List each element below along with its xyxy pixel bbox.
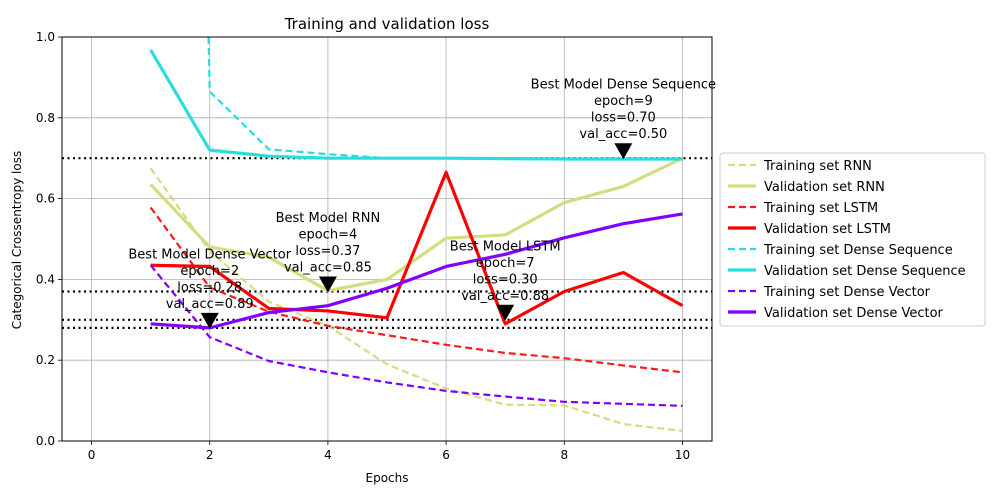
y-tick-label: 0.0 bbox=[36, 434, 55, 448]
series-line bbox=[149, 49, 683, 161]
annotation-arrow-icon bbox=[318, 276, 337, 293]
annotation-text: val_acc=0.88 bbox=[461, 289, 549, 304]
x-tick-label: 6 bbox=[442, 448, 450, 462]
annotation-text: epoch=7 bbox=[476, 256, 535, 271]
annotation-text: val_acc=0.50 bbox=[579, 127, 667, 142]
x-tick-label: 10 bbox=[675, 448, 690, 462]
annotation-arrow-icon bbox=[614, 143, 633, 160]
y-tick-label: 1.0 bbox=[36, 30, 55, 44]
legend-label: Validation set Dense Vector bbox=[764, 306, 944, 321]
axes-frame bbox=[61, 36, 713, 442]
series-line bbox=[150, 212, 683, 330]
annotation-text: Best Model Dense Sequence bbox=[531, 78, 716, 93]
legend-label: Validation set RNN bbox=[764, 180, 885, 195]
y-tick-label: 0.6 bbox=[36, 192, 55, 206]
series-line bbox=[149, 156, 684, 293]
annotation-text: Best Model Dense Vector bbox=[128, 247, 291, 262]
series-line bbox=[149, 167, 683, 432]
y-tick-label: 0.8 bbox=[36, 111, 55, 125]
annotation-arrow-icon bbox=[496, 304, 515, 321]
annotation-text: epoch=4 bbox=[299, 228, 358, 243]
plot-area: 0 2 4 6 8 10 0.0 0.2 0.4 0.6 0.8 1.0 Best Model Dens… bbox=[36, 30, 716, 462]
annotation-arrow-icon bbox=[200, 312, 219, 329]
legend-box bbox=[719, 152, 986, 327]
legend-label: Validation set LSTM bbox=[764, 222, 891, 237]
y-tick-label: 0.2 bbox=[36, 353, 55, 367]
x-tick-label: 0 bbox=[88, 448, 96, 462]
series-line bbox=[149, 264, 683, 407]
series-line bbox=[150, 170, 684, 326]
y-tick-label: 0.4 bbox=[36, 272, 55, 286]
legend-label: Training set Dense Sequence bbox=[763, 243, 953, 258]
legend: Training set RNN Validation set RNN Traini… bbox=[719, 152, 986, 327]
annotation-text: Best Model RNN bbox=[276, 211, 381, 226]
x-tick-label: 2 bbox=[206, 448, 214, 462]
y-axis-label: Categorical Crossentropy loss bbox=[10, 151, 24, 329]
x-axis-label: Epochs bbox=[366, 471, 409, 485]
x-tick-label: 4 bbox=[324, 448, 332, 462]
legend-label: Validation set Dense Sequence bbox=[764, 264, 966, 279]
annotation-text: loss=0.30 bbox=[473, 272, 538, 287]
legend-label: Training set RNN bbox=[763, 159, 872, 174]
legend-label: Training set LSTM bbox=[763, 201, 878, 216]
annotation-text: loss=0.28 bbox=[177, 280, 242, 295]
annotation-text: loss=0.70 bbox=[591, 111, 656, 126]
x-tick-label: 8 bbox=[560, 448, 568, 462]
series-group bbox=[149, 37, 684, 432]
annotation-text: epoch=9 bbox=[594, 94, 653, 109]
series-line bbox=[149, 206, 683, 374]
annotation-text: Best Model LSTM bbox=[450, 239, 561, 254]
annotation-text: val_acc=0.89 bbox=[166, 297, 254, 312]
legend-label: Training set Dense Vector bbox=[763, 285, 931, 300]
annotation-text: epoch=2 bbox=[180, 264, 239, 279]
annotation-text: val_acc=0.85 bbox=[284, 261, 372, 276]
annotation-text: loss=0.37 bbox=[295, 244, 360, 259]
chart-title: Training and validation loss bbox=[284, 15, 490, 33]
